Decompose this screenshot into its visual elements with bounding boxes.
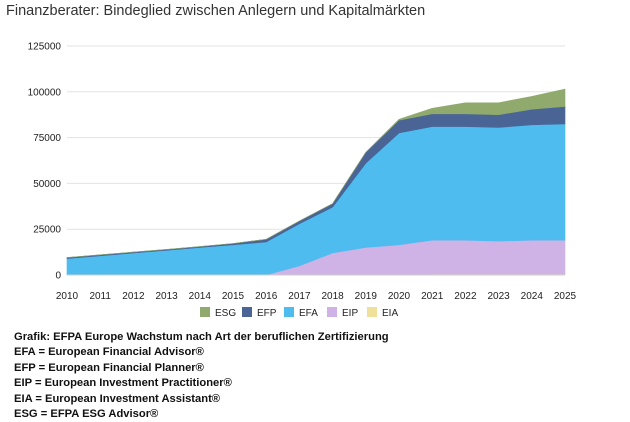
- y-tick-label: 25000: [33, 225, 61, 236]
- legend-label-efa: EFA: [299, 308, 318, 319]
- legend-label-efp: EFP: [257, 308, 277, 319]
- chart-caption: Grafik: EFPA Europe Wachstum nach Art de…: [14, 331, 389, 343]
- x-tick-label: 2014: [189, 291, 212, 302]
- y-tick-label: 0: [55, 271, 61, 282]
- area-series: [66, 88, 566, 276]
- legend-label-eia: EIA: [382, 308, 398, 319]
- x-tick-label: 2024: [521, 291, 544, 302]
- legend-label-esg: ESG: [215, 308, 236, 319]
- x-tick-label: 2013: [155, 291, 178, 302]
- x-tick-label: 2022: [454, 291, 477, 302]
- x-tick-label: 2017: [288, 291, 311, 302]
- abbreviation-note: EIA = European Investment Assistant®: [14, 392, 221, 405]
- x-tick-label: 2018: [321, 291, 344, 302]
- x-tick-label: 2020: [388, 291, 411, 302]
- x-tick-label: 2011: [89, 291, 111, 302]
- y-axis-ticks: 0 25000 50000 75000 100000 125000: [28, 42, 62, 282]
- abbreviation-note: EFA = European Financial Advisor®: [14, 346, 204, 359]
- y-tick-label: 50000: [33, 179, 61, 190]
- area-series-esg: [66, 88, 566, 258]
- legend-swatch-eip: [327, 307, 337, 317]
- legend-swatch-esg: [200, 307, 210, 317]
- abbreviation-note: EFP = European Financial Planner®: [14, 361, 204, 374]
- legend-swatch-efa: [284, 307, 294, 317]
- x-tick-label: 2012: [122, 291, 145, 302]
- legend-label-eip: EIP: [342, 308, 358, 319]
- x-axis-ticks: 2010 2011 2012 2013 2014 2015 2016 2017 2018 2019…: [56, 291, 577, 302]
- legend-swatch-eia: [367, 307, 377, 317]
- legend: ESG EFP EFA EIP EIA: [200, 307, 398, 319]
- page-title: Finanzberater: Bindeglied zwischen Anleg…: [6, 3, 426, 19]
- notes-block: Grafik: EFPA Europe Wachstum nach Art de…: [14, 330, 389, 422]
- abbreviation-note: ESG = EFPA ESG Advisor®: [14, 408, 159, 421]
- x-tick-label: 2010: [56, 291, 79, 302]
- abbreviation-note: EIP = European Investment Practitioner®: [14, 377, 232, 390]
- x-tick-label: 2016: [255, 291, 278, 302]
- legend-swatch-efp: [242, 307, 252, 317]
- x-tick-label: 2015: [222, 291, 245, 302]
- y-tick-label: 75000: [33, 133, 61, 144]
- x-tick-label: 2021: [421, 291, 444, 302]
- x-tick-label: 2019: [355, 291, 378, 302]
- x-tick-label: 2023: [487, 291, 510, 302]
- y-tick-label: 125000: [28, 42, 62, 53]
- x-tick-label: 2025: [554, 291, 577, 302]
- y-tick-label: 100000: [28, 87, 62, 98]
